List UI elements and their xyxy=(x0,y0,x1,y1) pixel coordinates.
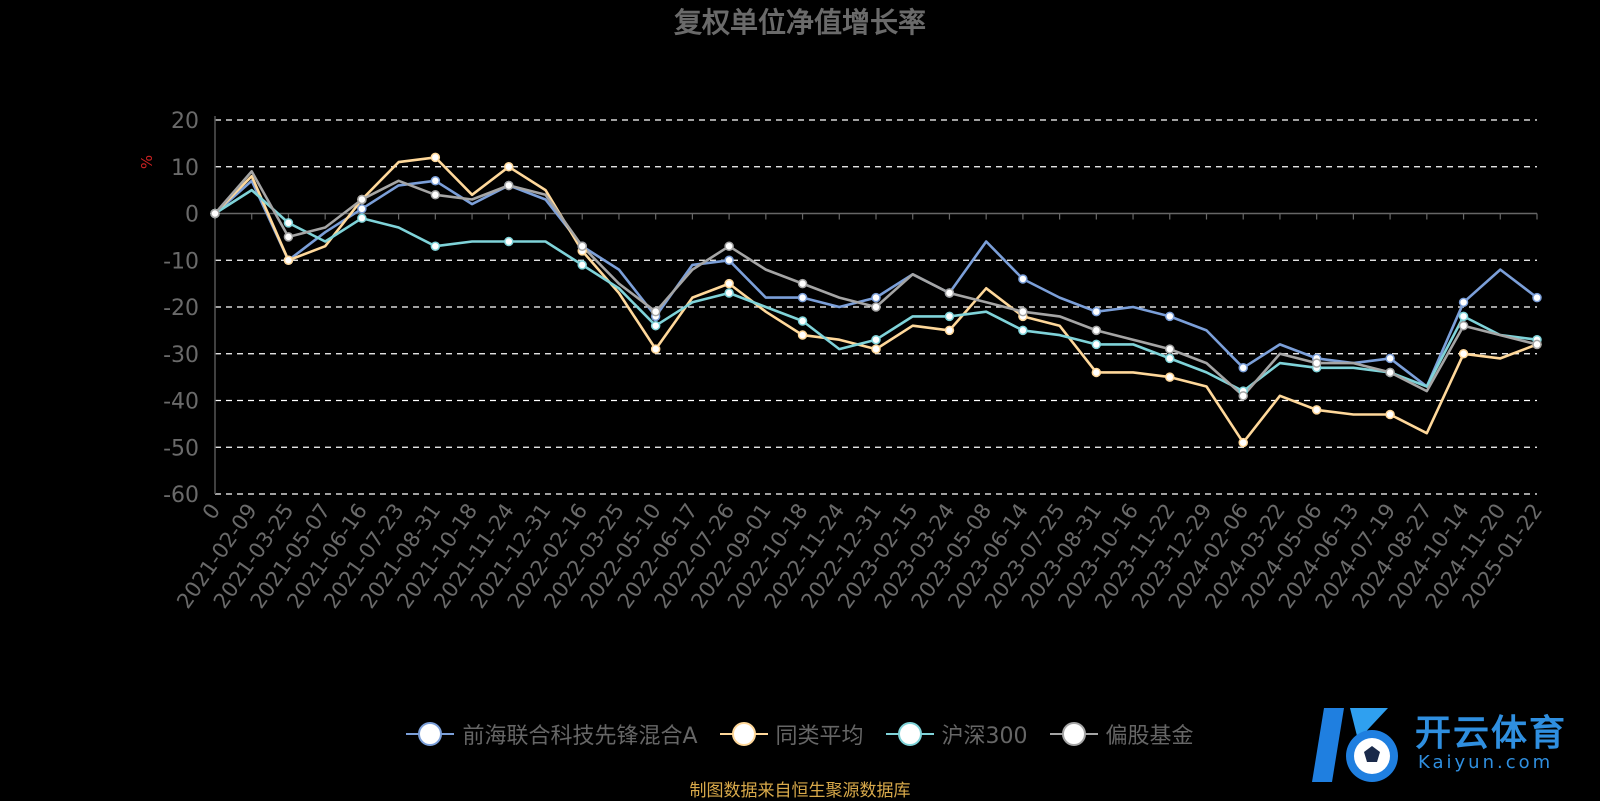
data-point-marker xyxy=(871,344,881,354)
data-point-marker xyxy=(1238,391,1248,401)
legend-marker-icon xyxy=(885,722,934,746)
data-point-marker xyxy=(1091,325,1102,336)
data-point-marker xyxy=(1165,372,1175,382)
brand-name: 开云体育 xyxy=(1415,713,1568,754)
data-point-marker xyxy=(1238,363,1248,373)
data-point-marker xyxy=(1311,358,1322,368)
data-point-marker xyxy=(1091,367,1102,378)
data-source-note: 制图数据来自恒生聚源数据库 xyxy=(689,781,911,801)
data-point-marker xyxy=(283,232,294,242)
data-point-marker xyxy=(283,255,294,265)
data-point-marker xyxy=(1385,409,1395,420)
data-point-marker xyxy=(650,320,661,331)
legend-label: 偏股基金 xyxy=(1105,724,1194,749)
data-point-marker xyxy=(797,316,808,326)
data-point-marker xyxy=(1018,306,1028,317)
data-point-marker xyxy=(1165,344,1175,354)
data-point-marker xyxy=(1091,306,1102,317)
y-tick-label: 0 xyxy=(185,203,199,228)
chart-title: 复权单位净值增长率 xyxy=(674,6,926,39)
data-point-marker xyxy=(357,194,367,205)
data-point-marker xyxy=(1458,297,1469,308)
data-point-marker xyxy=(797,292,808,303)
legend: 前海联合科技先锋混合A 同类平均 沪深300 偏股基金 xyxy=(0,717,1600,751)
data-point-marker xyxy=(577,241,587,251)
brand-logo: 开云体育 Kaiyun.com xyxy=(1310,700,1595,790)
y-axis-label: % xyxy=(138,155,156,169)
data-point-marker xyxy=(944,311,955,322)
data-point-marker xyxy=(430,241,441,251)
y-tick-label: 20 xyxy=(171,109,199,134)
data-point-marker xyxy=(724,255,734,265)
data-point-marker xyxy=(504,162,514,172)
y-tick-label: 10 xyxy=(171,156,199,181)
data-point-marker xyxy=(577,260,587,270)
data-point-marker xyxy=(871,334,881,345)
legend-marker-icon xyxy=(1049,722,1098,746)
data-point-marker xyxy=(1532,339,1542,350)
data-point-marker xyxy=(724,288,734,298)
data-point-marker xyxy=(357,213,367,223)
legend-item-hs300[interactable]: 沪深300 xyxy=(885,718,1028,750)
y-tick-label: -50 xyxy=(163,436,199,461)
data-point-marker xyxy=(1165,353,1175,364)
y-tick-label: -20 xyxy=(163,296,199,321)
data-point-marker xyxy=(797,278,808,289)
series-line-3 xyxy=(214,170,1538,398)
data-point-marker xyxy=(1458,311,1469,322)
data-point-marker xyxy=(1238,437,1248,448)
data-point-marker xyxy=(944,288,955,298)
legend-item-peer-average[interactable]: 同类平均 xyxy=(719,718,864,750)
y-tick-label: -40 xyxy=(163,390,199,415)
series-line-0 xyxy=(214,179,1538,388)
legend-marker-icon xyxy=(719,722,768,746)
legend-label: 前海联合科技先锋混合A xyxy=(462,724,698,749)
x-tick-labels: 02021-02-092021-03-252021-05-072021-06-1… xyxy=(172,499,1547,613)
data-point-marker xyxy=(1458,320,1469,331)
data-point-marker xyxy=(1165,311,1175,322)
data-point-marker xyxy=(650,344,661,354)
data-point-marker xyxy=(1385,367,1395,378)
data-point-marker xyxy=(504,236,514,247)
data-point-marker xyxy=(1091,339,1102,350)
legend-item-equity-funds[interactable]: 偏股基金 xyxy=(1049,718,1194,750)
data-point-marker xyxy=(1532,292,1542,303)
data-point-marker xyxy=(430,176,441,186)
legend-label: 沪深300 xyxy=(941,724,1028,749)
y-tick-label: -10 xyxy=(163,249,199,274)
data-point-marker xyxy=(1018,274,1028,284)
data-point-marker xyxy=(1458,349,1469,359)
data-point-marker xyxy=(430,152,441,163)
axes xyxy=(214,116,1538,494)
data-point-marker xyxy=(724,278,734,289)
data-point-marker xyxy=(210,208,220,219)
data-point-marker xyxy=(871,292,881,303)
data-point-marker xyxy=(430,190,441,200)
data-point-marker xyxy=(797,330,808,340)
data-point-marker xyxy=(944,325,955,336)
legend-marker-icon xyxy=(406,722,455,746)
y-tick-label: -30 xyxy=(163,343,199,368)
data-point-marker xyxy=(724,241,734,251)
data-point-marker xyxy=(1385,353,1395,364)
data-point-marker xyxy=(650,306,661,317)
soccer-ball-logo-icon xyxy=(1312,708,1398,782)
legend-label: 同类平均 xyxy=(775,724,864,749)
brand-url: Kaiyun.com xyxy=(1418,752,1554,773)
data-point-marker xyxy=(1311,405,1322,415)
data-point-marker xyxy=(283,218,294,228)
legend-item-fund[interactable]: 前海联合科技先锋混合A xyxy=(406,718,698,750)
data-point-marker xyxy=(504,180,514,191)
y-tick-labels: 20 10 0 -10 -20 -30 -40 -50 -60 xyxy=(163,109,199,508)
data-point-marker xyxy=(1018,325,1028,336)
data-point-marker xyxy=(871,302,881,312)
series-markers xyxy=(210,152,1542,448)
y-tick-label: -60 xyxy=(163,483,199,508)
x-tick-label: 0 xyxy=(198,499,225,524)
data-point-marker xyxy=(357,204,367,214)
